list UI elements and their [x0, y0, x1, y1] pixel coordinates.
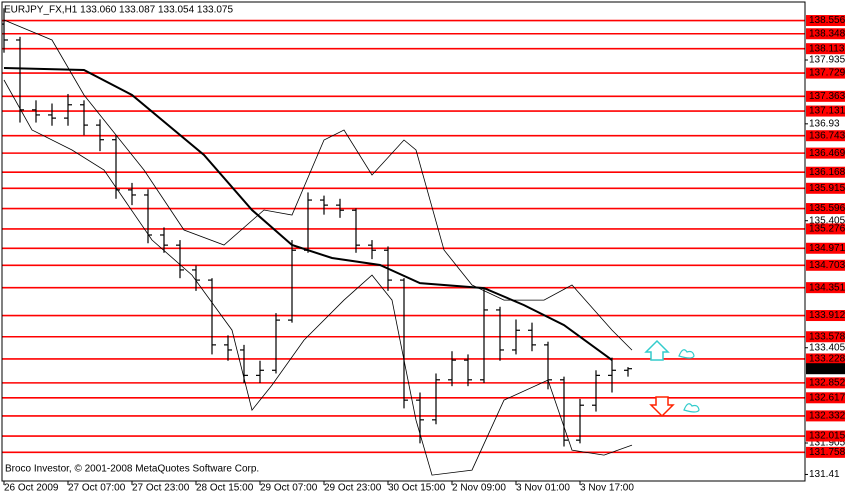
moving-average: [3, 67, 613, 361]
level-label: 138.113: [809, 43, 845, 54]
footer: Broco Investor, © 2001-2008 MetaQuotes S…: [5, 464, 259, 475]
level-label: 134.971: [809, 243, 845, 254]
x-tick-label: 29 Oct 07:00: [260, 483, 318, 494]
down-arrow: [649, 396, 675, 418]
level-box: [806, 90, 845, 102]
level-box: [806, 15, 845, 27]
level-label: 136.469: [809, 148, 845, 159]
plot-layer: [2, 8, 633, 476]
level-label: 135.596: [809, 203, 845, 214]
x-tick-label: 3 Nov 17:00: [580, 483, 634, 494]
chart-title: EURJPY_FX,H1 133.060 133.087 133.054 133…: [4, 5, 233, 16]
y-tick-label: 137.935: [809, 55, 845, 66]
level-label: 131.758: [809, 447, 845, 458]
level-box: [806, 28, 845, 40]
level-label: 136.168: [809, 167, 845, 178]
bollinger-upper: [3, 19, 633, 351]
level-label: 134.351: [809, 282, 845, 293]
level-box: [806, 242, 845, 254]
level-label: 138.348: [809, 28, 845, 39]
x-tick-label: 27 Oct 23:00: [132, 483, 190, 494]
level-box: [806, 43, 845, 55]
level-box: [806, 259, 845, 271]
level-label: 133.578: [809, 331, 845, 342]
level-label: 132.852: [809, 378, 845, 389]
level-box: [806, 446, 845, 458]
level-box: [806, 67, 845, 79]
y-tick-label: 135.405: [809, 215, 845, 226]
x-tick-label: 2 Nov 09:00: [452, 483, 506, 494]
level-label: 133.228: [809, 354, 845, 365]
level-label: 133.912: [809, 310, 845, 321]
y-tick-label: 136.93: [809, 118, 840, 129]
level-box: [806, 182, 845, 194]
level-box: [806, 377, 845, 389]
hand-icon: [678, 349, 695, 359]
x-tick-label: 29 Oct 23:00: [324, 483, 382, 494]
level-label: 135.915: [809, 183, 845, 194]
level-label: 135.276: [809, 224, 845, 235]
level-box: [806, 282, 845, 294]
x-tick-label: 30 Oct 15:00: [388, 483, 446, 494]
y-tick-label: 131.905: [809, 438, 845, 449]
level-box: [806, 203, 845, 215]
hand-icon: [683, 403, 700, 413]
x-tick-label: 3 Nov 01:00: [516, 483, 570, 494]
level-box: [806, 130, 845, 142]
plot-frame: [1, 1, 806, 482]
level-label: 134.703: [809, 260, 845, 271]
level-label: 137.729: [809, 68, 845, 79]
y-tick-label: 133.405: [809, 342, 845, 353]
price-label: 133.075: [809, 363, 845, 374]
level-box: [806, 166, 845, 178]
level-box: [806, 430, 845, 442]
level-label: 136.743: [809, 130, 845, 141]
level-box: [806, 353, 845, 365]
level-box: [806, 410, 845, 422]
level-label: 132.332: [809, 411, 845, 422]
level-box: [806, 392, 845, 404]
level-box: [806, 223, 845, 235]
level-box: [806, 105, 845, 117]
bollinger-lower: [3, 79, 633, 476]
x-tick-label: 26 Oct 2009: [4, 483, 59, 494]
level-label: 137.363: [809, 91, 845, 102]
x-tick-label: 28 Oct 15:00: [196, 483, 254, 494]
level-box: [806, 310, 845, 322]
level-box: [806, 147, 845, 159]
up-arrow: [644, 339, 670, 361]
axis-layer: 137.935 136.93 135.405 133.405 131.905 131.41…: [3, 15, 845, 494]
level-label: 132.617: [809, 392, 845, 403]
level-label: 138.556: [809, 15, 845, 26]
level-label: 132.015: [809, 431, 845, 442]
y-tick-label: 131.41: [809, 469, 840, 480]
level-label: 137.131: [809, 106, 845, 117]
price-box: [806, 363, 845, 375]
level-box: [806, 331, 845, 343]
x-tick-label: 27 Oct 07:00: [68, 483, 126, 494]
